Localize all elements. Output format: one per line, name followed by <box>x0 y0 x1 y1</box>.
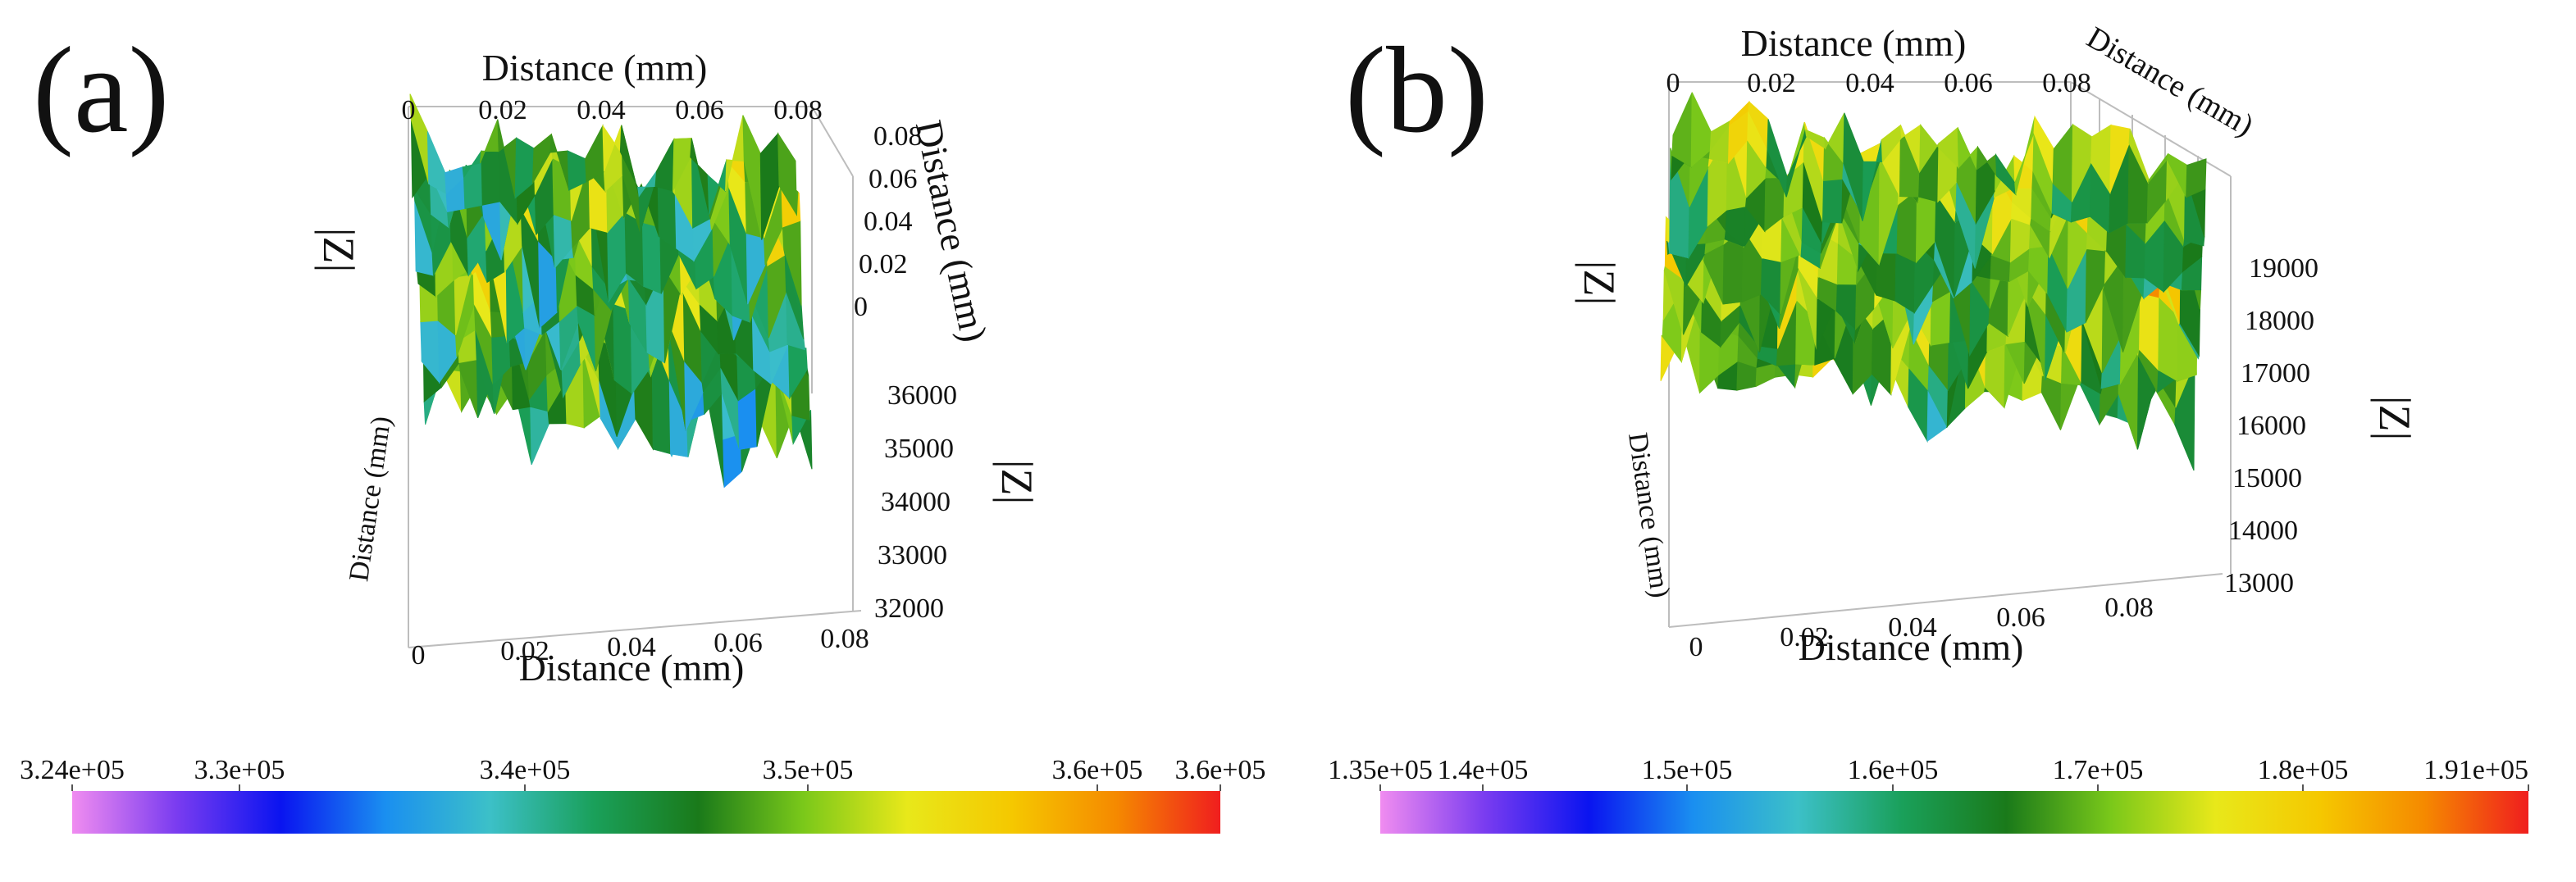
colorbar-tick-label-b: 1.35e+05 <box>1328 755 1433 785</box>
top-x-tick-b: 0.04 <box>1845 68 1894 98</box>
panel-b: (b) Distance (mm) 0 0.02 0.04 0.06 0.08 Dist… <box>1328 20 2529 834</box>
z-tick-b: 18000 <box>2245 306 2314 336</box>
colorbar-tick-label-b: 1.6e+05 <box>1848 755 1939 785</box>
colorbar-tick-label-a: 3.5e+05 <box>763 755 854 785</box>
top-x-ticks-b: 0 0.02 0.04 0.06 0.08 <box>1666 68 2091 98</box>
colorbar-ticks-b: 1.35e+05 1.4e+05 1.5e+05 1.6e+05 1.7e+05 1.8e… <box>1328 755 2529 791</box>
bottom-x-tick-a: 0 <box>412 640 426 671</box>
right-y-ticks-a: 0.08 0.06 0.04 0.02 0 <box>854 121 923 322</box>
colorbar-tick-label-a: 3.24e+05 <box>20 755 125 785</box>
top-x-tick-a: 0.08 <box>773 95 823 125</box>
colorbar-a <box>72 791 1220 834</box>
colorbar-tick-label-a: 3.6e+05 <box>1175 755 1266 785</box>
colorbar-ticks-a: 3.24e+05 3.3e+05 3.4e+05 3.5e+05 3.6e+05 3.6e… <box>20 755 1265 791</box>
z-tick-a: 34000 <box>881 487 951 517</box>
z-tick-b: 13000 <box>2224 568 2294 598</box>
colorbar-tick-label-b: 1.5e+05 <box>1642 755 1733 785</box>
bottom-x-tick-a: 0.08 <box>820 624 869 654</box>
z-axis-title-a: |Z| <box>992 460 1042 505</box>
top-x-axis-title-b: Distance (mm) <box>1741 22 1967 64</box>
colorbar-b <box>1380 791 2528 834</box>
right-y-tick-a: 0 <box>854 292 868 322</box>
panel-label-a: (a) <box>33 22 169 158</box>
top-x-tick-b: 0.08 <box>2042 68 2091 98</box>
colorbar-tick-label-a: 3.4e+05 <box>480 755 571 785</box>
bottom-x-tick-a: 0.06 <box>714 628 763 658</box>
z-ticks-b: 19000 18000 17000 16000 15000 14000 13000 <box>2224 253 2318 598</box>
z-tick-b: 14000 <box>2228 516 2298 546</box>
surface-a <box>409 93 813 489</box>
bottom-x-axis-title-b: Distance (mm) <box>1799 626 2024 668</box>
plot-frame-a <box>408 106 862 648</box>
top-x-tick-a: 0.04 <box>577 95 626 125</box>
right-y-axis-title-a: Distance (mm) <box>908 116 996 345</box>
z-tick-b: 19000 <box>2249 253 2318 284</box>
z-ticks-a: 36000 35000 34000 33000 32000 <box>874 380 957 624</box>
colorbar-tick-label-a: 3.3e+05 <box>194 755 285 785</box>
right-y-axis-title-b: Distance (mm) <box>2081 20 2259 143</box>
z-tick-a: 32000 <box>874 593 944 624</box>
z-tick-a: 36000 <box>887 380 957 411</box>
z-tick-a: 33000 <box>878 540 947 571</box>
z-tick-b: 16000 <box>2236 411 2306 441</box>
left-y-axis-title-b: Distance (mm) <box>1622 430 1676 599</box>
bottom-x-ticks-a: 0 0.02 0.04 0.06 0.08 <box>412 624 869 671</box>
bottom-x-tick-b: 0.04 <box>1888 612 1937 643</box>
right-y-tick-a: 0.08 <box>873 121 923 152</box>
bottom-x-tick-a: 0.02 <box>500 636 549 666</box>
z-tick-b: 17000 <box>2241 358 2310 389</box>
top-x-tick-a: 0 <box>402 95 416 125</box>
z-tick-a: 35000 <box>884 434 954 464</box>
top-x-tick-a: 0.06 <box>675 95 724 125</box>
surface-b <box>1660 92 2207 471</box>
left-z-label-b: |Z| <box>1575 261 1624 306</box>
colorbar-tick-label-b: 1.8e+05 <box>2258 755 2349 785</box>
bottom-x-axis-title-a: Distance (mm) <box>519 647 745 689</box>
bottom-x-tick-a: 0.04 <box>607 632 656 662</box>
z-axis-title-b: |Z| <box>2370 396 2419 441</box>
colorbar-tick-label-a: 3.6e+05 <box>1052 755 1143 785</box>
right-y-tick-a: 0.04 <box>864 207 913 237</box>
left-z-label-a: |Z| <box>314 228 363 273</box>
panel-a: (a) Distance (mm) 0 0.02 0.04 0.06 0.08 0.08… <box>20 22 1265 834</box>
top-x-tick-a: 0.02 <box>478 95 527 125</box>
top-x-ticks-a: 0 0.02 0.04 0.06 0.08 <box>402 95 823 125</box>
bottom-x-tick-b: 0.08 <box>2104 593 2154 623</box>
left-y-axis-title-a: Distance (mm) <box>344 414 397 583</box>
top-x-tick-b: 0 <box>1666 68 1680 98</box>
colorbar-tick-label-b: 1.4e+05 <box>1438 755 1529 785</box>
top-x-tick-b: 0.02 <box>1747 68 1796 98</box>
right-y-tick-a: 0.06 <box>869 164 918 194</box>
right-y-tick-a: 0.02 <box>859 249 908 280</box>
bottom-x-tick-b: 0.02 <box>1780 622 1829 652</box>
bottom-x-tick-b: 0 <box>1689 632 1703 662</box>
colorbar-tick-label-b: 1.7e+05 <box>2053 755 2144 785</box>
panel-label-b: (b) <box>1345 22 1489 158</box>
colorbar-tick-label-b: 1.91e+05 <box>2423 755 2528 785</box>
bottom-x-tick-b: 0.06 <box>1996 602 2045 633</box>
top-x-tick-b: 0.06 <box>1944 68 1993 98</box>
z-tick-b: 15000 <box>2232 463 2302 493</box>
top-x-axis-title-a: Distance (mm) <box>482 47 708 89</box>
bottom-x-ticks-b: 0 0.02 0.04 0.06 0.08 <box>1689 593 2154 662</box>
